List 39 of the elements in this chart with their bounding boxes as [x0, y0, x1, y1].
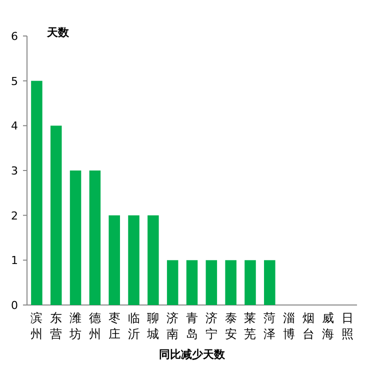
x-tick-label: 潍坊 — [68, 311, 82, 341]
x-axis-title: 同比减少天数 — [159, 348, 226, 361]
bar — [225, 260, 236, 305]
x-tick-label: 东营 — [50, 311, 62, 341]
bar — [70, 170, 82, 305]
x-tick-label: 滨州 — [30, 311, 43, 341]
y-tick-label: 5 — [11, 74, 18, 88]
bar — [128, 215, 140, 305]
y-tick-label: 3 — [11, 164, 18, 178]
x-tick-label: 青岛 — [186, 311, 198, 341]
x-tick-label: 菏泽 — [264, 311, 276, 341]
x-tick-label: 泰安 — [224, 311, 237, 341]
x-tick-label: 济宁 — [205, 311, 218, 341]
x-tick-label: 临沂 — [128, 311, 140, 341]
x-tick-label: 威海 — [322, 311, 334, 341]
bar — [166, 260, 178, 305]
x-tick-label: 聊城 — [146, 311, 160, 341]
y-tick-label: 4 — [11, 120, 18, 133]
y-tick-label: 2 — [11, 209, 18, 222]
bar — [148, 215, 159, 305]
y-tick-label: 6 — [11, 30, 18, 43]
x-tick-label: 济南 — [166, 311, 179, 341]
bar — [206, 260, 218, 305]
x-tick-label: 烟台 — [302, 311, 314, 341]
y-axis-title: 天数 — [46, 26, 70, 39]
bar — [186, 260, 198, 305]
y-tick-label: 0 — [11, 299, 18, 312]
y-tick-label: 1 — [11, 254, 18, 268]
x-tick-label: 日照 — [341, 311, 354, 341]
bar — [244, 260, 256, 305]
x-tick-label: 莱芜 — [244, 311, 256, 341]
bar — [108, 215, 120, 305]
bar — [264, 260, 276, 305]
x-tick-label: 淄博 — [283, 311, 296, 341]
bar — [31, 80, 42, 305]
x-tick-label: 德州 — [88, 311, 101, 341]
bar — [89, 170, 101, 305]
bar — [50, 126, 62, 305]
x-tick-label: 枣庄 — [108, 311, 120, 341]
